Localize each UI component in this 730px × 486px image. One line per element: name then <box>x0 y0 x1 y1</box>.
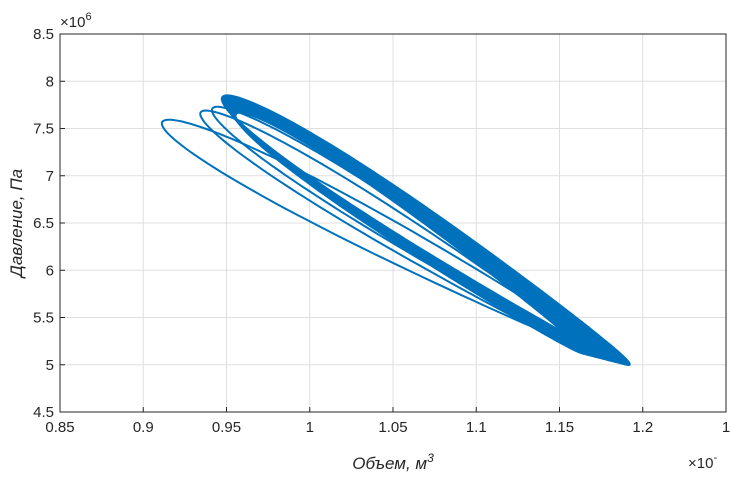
x-tick-labels: 0.85 0.9 0.95 1 1.05 1.1 1.15 1.2 1 <box>45 407 730 436</box>
y-tick-label: 7 <box>46 168 54 185</box>
settled-loop <box>234 111 586 355</box>
x-tick-label: 1 <box>306 419 314 436</box>
x-tick-label: 1.2 <box>632 419 653 436</box>
x-multiplier-exponent: - <box>713 452 717 464</box>
y-tick-label: 6.5 <box>33 215 54 232</box>
x-tick-label: 1 <box>722 419 730 436</box>
y-tick-label: 5 <box>46 357 54 374</box>
x-tick-label: 0.95 <box>212 419 241 436</box>
x-tick-label: 0.9 <box>133 419 154 436</box>
y-multiplier: ×106 <box>60 11 92 31</box>
data-series <box>160 94 631 366</box>
x-tick-label: 1.05 <box>378 419 407 436</box>
x-tick-label: 0.85 <box>45 419 74 436</box>
x-axis-label-superscript: 3 <box>427 451 434 465</box>
y-axis-label: Давление, Па <box>7 169 26 279</box>
x-tick-label: 1.15 <box>545 419 574 436</box>
y-tick-label: 7.5 <box>33 121 54 138</box>
y-tick-labels: 4.5 5 5.5 6 6.5 7 7.5 8 8.5 <box>33 26 65 421</box>
y-tick-label: 4.5 <box>33 404 54 421</box>
x-multiplier: ×10- <box>688 452 717 472</box>
x-tick-label: 1.1 <box>466 419 487 436</box>
y-tick-label: 8 <box>46 73 54 90</box>
y-tick-label: 6 <box>46 262 54 279</box>
y-tick-label: 8.5 <box>33 26 54 43</box>
y-tick-label: 5.5 <box>33 310 54 327</box>
y-multiplier-exponent: 6 <box>85 11 91 23</box>
x-axis-label: Объем, м3 <box>352 451 434 473</box>
transient-loop <box>160 118 603 354</box>
